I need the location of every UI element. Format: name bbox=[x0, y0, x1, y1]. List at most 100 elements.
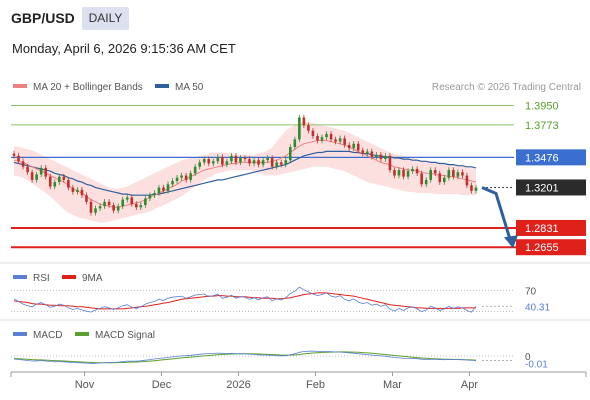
timestamp: Monday, April 6, 2026 9:15:36 AM CET bbox=[12, 41, 236, 56]
candle bbox=[48, 176, 52, 187]
x-tick-label: Mar bbox=[383, 379, 402, 391]
candle bbox=[243, 158, 247, 160]
candle bbox=[53, 182, 57, 187]
level-label-box bbox=[516, 149, 586, 166]
x-tick-label: Dec bbox=[152, 379, 172, 391]
level-label: 1.3773 bbox=[525, 120, 559, 132]
candle bbox=[121, 199, 125, 207]
legend-rsi-swatch bbox=[13, 275, 27, 279]
candle bbox=[307, 125, 310, 131]
ma50-line bbox=[13, 150, 477, 196]
level-label-box bbox=[516, 179, 586, 196]
candle bbox=[103, 201, 106, 207]
candle bbox=[397, 170, 401, 176]
candle bbox=[230, 155, 233, 162]
candle bbox=[270, 158, 274, 167]
candle bbox=[107, 201, 111, 206]
timeframe-badge[interactable]: DAILY bbox=[82, 7, 129, 30]
candle bbox=[216, 156, 220, 162]
candle bbox=[474, 187, 478, 191]
candle bbox=[461, 172, 464, 176]
candle bbox=[162, 187, 165, 191]
candle bbox=[424, 179, 428, 185]
legend-9ma-swatch bbox=[62, 275, 76, 279]
candle bbox=[21, 161, 25, 167]
level-label-box bbox=[516, 239, 586, 256]
candle bbox=[456, 172, 460, 177]
candle bbox=[415, 168, 419, 174]
candle bbox=[71, 187, 75, 192]
candle bbox=[433, 170, 437, 174]
level-label: 1.2831 bbox=[525, 223, 559, 235]
candle bbox=[329, 133, 333, 140]
candle bbox=[447, 170, 451, 178]
candle bbox=[225, 161, 229, 165]
legend-9ma-label: 9MA bbox=[82, 273, 103, 284]
candle bbox=[153, 193, 156, 196]
candle bbox=[26, 166, 29, 173]
candle bbox=[356, 143, 360, 151]
candle bbox=[411, 168, 414, 172]
candle bbox=[384, 155, 387, 160]
macd-zero-label: 0 bbox=[525, 352, 531, 363]
symbol-title: GBP/USD bbox=[11, 10, 75, 26]
candle bbox=[288, 147, 292, 161]
candle bbox=[175, 177, 179, 181]
candle bbox=[438, 173, 442, 183]
candle bbox=[166, 184, 170, 191]
level-label: 1.3476 bbox=[525, 152, 559, 164]
candle bbox=[257, 160, 260, 165]
candle bbox=[248, 159, 251, 164]
candle bbox=[67, 179, 70, 188]
candle bbox=[302, 117, 306, 126]
candle bbox=[393, 170, 396, 176]
legend-macd-label: MACD bbox=[33, 330, 62, 341]
candle bbox=[139, 205, 143, 208]
candle bbox=[452, 170, 455, 177]
candle bbox=[316, 136, 319, 141]
projection-arrow bbox=[481, 186, 512, 240]
candle bbox=[266, 158, 269, 161]
candle bbox=[171, 181, 174, 185]
candle bbox=[89, 201, 93, 213]
candle bbox=[202, 159, 206, 163]
candle bbox=[298, 117, 301, 140]
rsi-line bbox=[13, 286, 477, 313]
candle bbox=[279, 162, 283, 165]
candle bbox=[388, 155, 392, 171]
candle bbox=[261, 160, 265, 165]
legend-macd-signal-swatch bbox=[75, 332, 89, 336]
candle bbox=[116, 206, 120, 211]
level-label: 1.3950 bbox=[525, 100, 559, 112]
candle bbox=[221, 156, 224, 165]
candle bbox=[44, 167, 48, 177]
candle bbox=[406, 171, 410, 177]
candle bbox=[125, 197, 129, 200]
projection-arrowhead bbox=[504, 235, 518, 249]
legend-ma50-label: MA 50 bbox=[175, 82, 204, 93]
candle bbox=[343, 138, 346, 145]
candle bbox=[76, 189, 79, 192]
candle bbox=[12, 153, 16, 156]
candle bbox=[234, 155, 238, 163]
candle bbox=[239, 158, 242, 163]
level-label: 1.2655 bbox=[525, 242, 559, 254]
x-tick-label: Feb bbox=[306, 379, 325, 391]
candle bbox=[293, 139, 297, 148]
candle bbox=[57, 176, 61, 183]
legend-rsi-label: RSI bbox=[33, 273, 50, 284]
candle bbox=[180, 175, 183, 178]
candle bbox=[94, 208, 97, 213]
candle bbox=[80, 189, 84, 196]
candle bbox=[465, 175, 469, 186]
candle bbox=[112, 205, 115, 211]
candle bbox=[375, 154, 378, 157]
candle bbox=[134, 203, 138, 208]
legend-macd-swatch bbox=[13, 332, 27, 336]
candle bbox=[189, 173, 192, 180]
legend-macd-signal-label: MACD Signal bbox=[95, 330, 155, 341]
candle bbox=[352, 143, 356, 149]
candle bbox=[252, 160, 256, 164]
candle bbox=[420, 173, 423, 185]
candle bbox=[62, 176, 66, 180]
